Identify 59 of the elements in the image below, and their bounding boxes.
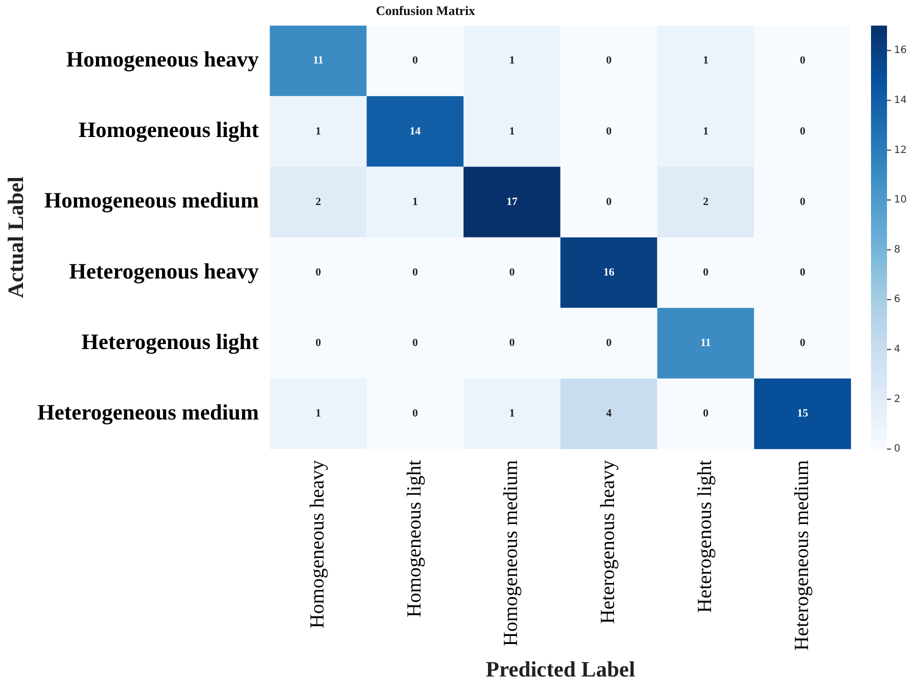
- data-label: 1: [509, 54, 515, 67]
- color-bar-label: 0: [894, 444, 900, 455]
- x-tick-label: Heterogenous light: [694, 460, 716, 613]
- color-bar-label: 12: [894, 144, 907, 156]
- data-label: 0: [606, 125, 612, 138]
- data-label: 0: [800, 196, 806, 208]
- data-label: 11: [313, 54, 324, 67]
- chart-title: Confusion Matrix: [376, 3, 476, 18]
- x-axis-title: Predicted Label: [486, 656, 636, 682]
- data-label: 0: [800, 337, 806, 350]
- color-bar-label: 10: [894, 194, 907, 206]
- y-axis-title: Actual Label: [2, 176, 28, 298]
- data-label: 0: [606, 337, 612, 350]
- data-label: 17: [506, 196, 518, 208]
- data-label: 0: [412, 337, 418, 350]
- color-bar-label: 4: [894, 344, 900, 356]
- y-tick-label: Homogeneous light: [78, 117, 260, 142]
- y-tick-label: Heterogenous heavy: [69, 258, 259, 284]
- data-label: 0: [412, 266, 418, 278]
- color-bar-label: 14: [894, 94, 907, 106]
- y-tick-label: Heterogeneous medium: [37, 400, 259, 424]
- data-label: 1: [509, 125, 515, 138]
- data-label: 0: [702, 408, 709, 420]
- color-bar-label: 2: [894, 394, 900, 405]
- data-label: 0: [606, 196, 612, 208]
- color-bar-label: 6: [894, 294, 900, 306]
- data-label: 1: [702, 54, 708, 67]
- data-label: 1: [315, 408, 321, 420]
- data-label: 0: [412, 54, 418, 67]
- data-label: 0: [800, 266, 806, 278]
- data-label: 15: [797, 408, 809, 420]
- data-label: 0: [509, 266, 516, 278]
- data-label: 0: [315, 266, 322, 278]
- data-label: 0: [315, 337, 322, 350]
- x-tick-label: Heterogenous heavy: [597, 460, 620, 624]
- data-label: 14: [410, 125, 422, 138]
- y-tick-label: Homogeneous medium: [44, 188, 259, 213]
- data-label: 1: [315, 125, 321, 138]
- data-label: 0: [702, 266, 709, 278]
- x-tick-label: Homogeneous medium: [500, 460, 522, 646]
- color-bar-label: 8: [894, 244, 900, 256]
- x-tick-label: Heterogeneous medium: [790, 460, 813, 651]
- color-bar-label: 16: [894, 45, 907, 56]
- x-tick-label: Homogeneous light: [403, 460, 426, 618]
- data-label: 1: [509, 408, 515, 420]
- data-label: 0: [412, 408, 418, 420]
- data-label: 1: [412, 196, 418, 208]
- y-tick-label: Homogeneous heavy: [66, 46, 259, 72]
- data-label: 1: [702, 125, 708, 138]
- data-label: 16: [603, 266, 615, 278]
- data-label: 0: [509, 337, 516, 350]
- data-label: 4: [606, 408, 612, 420]
- data-label: 0: [800, 54, 806, 67]
- data-label: 2: [315, 196, 322, 208]
- data-label: 11: [700, 337, 711, 350]
- data-label: 0: [800, 125, 806, 138]
- data-label: 0: [606, 54, 612, 67]
- y-tick-label: Heterogenous light: [81, 328, 260, 354]
- data-label: 2: [702, 196, 709, 208]
